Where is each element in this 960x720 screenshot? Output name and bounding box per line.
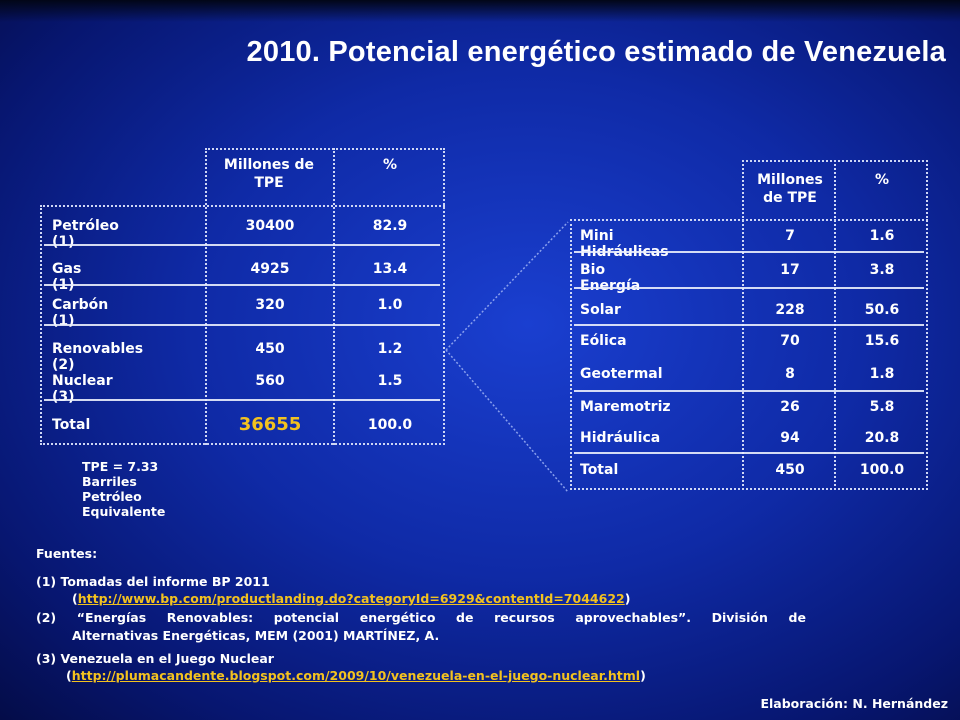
right-row-label: Geotermal — [580, 366, 663, 382]
left-table-divider — [40, 205, 445, 207]
right-header-value: Millones de TPE — [757, 172, 823, 206]
right-row-separator — [574, 324, 924, 326]
source-3-close: ) — [640, 668, 646, 683]
left-row-value: 30400 — [245, 218, 295, 234]
right-total-label: Total — [580, 462, 619, 478]
right-row-value: 8 — [785, 366, 795, 382]
right-row-value: 70 — [780, 333, 800, 349]
left-table-divider — [333, 148, 335, 445]
left-row-value: 560 — [255, 373, 285, 389]
right-total-value: 450 — [775, 462, 805, 478]
sources-heading: Fuentes: — [36, 546, 98, 561]
left-row-label: Renovables (2) — [52, 341, 144, 373]
left-row-label: Gas (1) — [52, 261, 82, 293]
right-row-label: Mini Hidráulicas — [580, 228, 669, 260]
source-1-link-line: (http://www.bp.com/productlanding.do?cat… — [72, 590, 630, 607]
right-table-divider — [570, 219, 928, 221]
right-row-pct: 1.8 — [869, 366, 895, 382]
right-row-separator — [574, 452, 924, 454]
right-table-divider — [926, 160, 928, 490]
left-row-separator — [44, 324, 440, 326]
right-row-pct: 50.6 — [864, 302, 900, 318]
left-row-value: 4925 — [250, 261, 290, 277]
left-total-value: 36655 — [238, 414, 302, 435]
right-row-pct: 5.8 — [869, 399, 895, 415]
left-table-divider — [205, 148, 207, 445]
source-2-line-2: Alternativas Energéticas, MEM (2001) MAR… — [72, 628, 440, 643]
left-row-label: Petróleo (1) — [52, 218, 119, 250]
left-table-divider — [443, 148, 445, 445]
right-table-divider — [742, 160, 928, 162]
left-row-label: Nuclear (3) — [52, 373, 113, 405]
page-title: 2010. Potencial energético estimado de V… — [246, 36, 946, 68]
right-header-pct: % — [874, 172, 890, 188]
left-total-label: Total — [52, 417, 91, 433]
left-total-pct: 100.0 — [367, 417, 413, 433]
left-row-pct: 1.5 — [377, 373, 403, 389]
source-3-link-line: (http://plumacandente.blogspot.com/2009/… — [66, 667, 646, 684]
right-row-value: 26 — [780, 399, 800, 415]
right-row-pct: 1.6 — [869, 228, 895, 244]
right-row-pct: 3.8 — [869, 262, 895, 278]
left-table-divider — [40, 443, 445, 445]
credit-label: Elaboración: N. Hernández — [760, 696, 948, 711]
source-1-close: ) — [624, 591, 631, 606]
left-row-value: 320 — [255, 297, 285, 313]
right-row-pct: 20.8 — [864, 430, 900, 446]
source-1-open: ( — [72, 591, 78, 606]
tpe-note: TPE = 7.33 Barriles Petróleo Equivalente — [82, 459, 166, 519]
right-row-separator — [574, 251, 924, 253]
left-row-value: 450 — [255, 341, 285, 357]
left-header-pct: % — [382, 157, 398, 173]
left-row-separator — [44, 399, 440, 401]
source-3-open: ( — [66, 668, 72, 683]
left-row-separator — [44, 284, 440, 286]
right-row-label: Eólica — [580, 333, 627, 349]
left-row-separator — [44, 244, 440, 246]
right-row-label: Maremotriz — [580, 399, 671, 415]
source-1-link[interactable]: http://www.bp.com/productlanding.do?cate… — [77, 591, 625, 606]
right-row-label: Solar — [580, 302, 621, 318]
right-total-pct: 100.0 — [859, 462, 905, 478]
right-table-divider — [570, 488, 928, 490]
right-row-value: 228 — [775, 302, 805, 318]
right-row-separator — [574, 390, 924, 392]
right-table-divider — [570, 219, 572, 490]
left-header-value: Millones de TPE — [223, 157, 315, 191]
right-row-pct: 15.6 — [864, 333, 900, 349]
right-row-value: 17 — [780, 262, 800, 278]
top-band — [0, 0, 960, 22]
left-table-divider — [205, 148, 445, 150]
left-table-divider — [40, 205, 42, 445]
left-row-pct: 1.2 — [377, 341, 403, 357]
source-3-link[interactable]: http://plumacandente.blogspot.com/2009/1… — [71, 668, 641, 683]
source-1-text: (1) Tomadas del informe BP 2011 — [36, 574, 270, 589]
left-row-pct: 1.0 — [377, 297, 403, 313]
right-row-value: 94 — [780, 430, 800, 446]
right-row-value: 7 — [785, 228, 795, 244]
right-row-label: Bio Energía — [580, 262, 641, 294]
source-3-text: (3) Venezuela en el Juego Nuclear — [36, 651, 274, 666]
source-2-line-1: (2) “Energías Renovables: potencial ener… — [36, 610, 806, 625]
right-row-label: Hidráulica — [580, 430, 661, 446]
right-row-separator — [574, 287, 924, 289]
left-row-pct: 82.9 — [372, 218, 408, 234]
left-row-pct: 13.4 — [372, 261, 408, 277]
